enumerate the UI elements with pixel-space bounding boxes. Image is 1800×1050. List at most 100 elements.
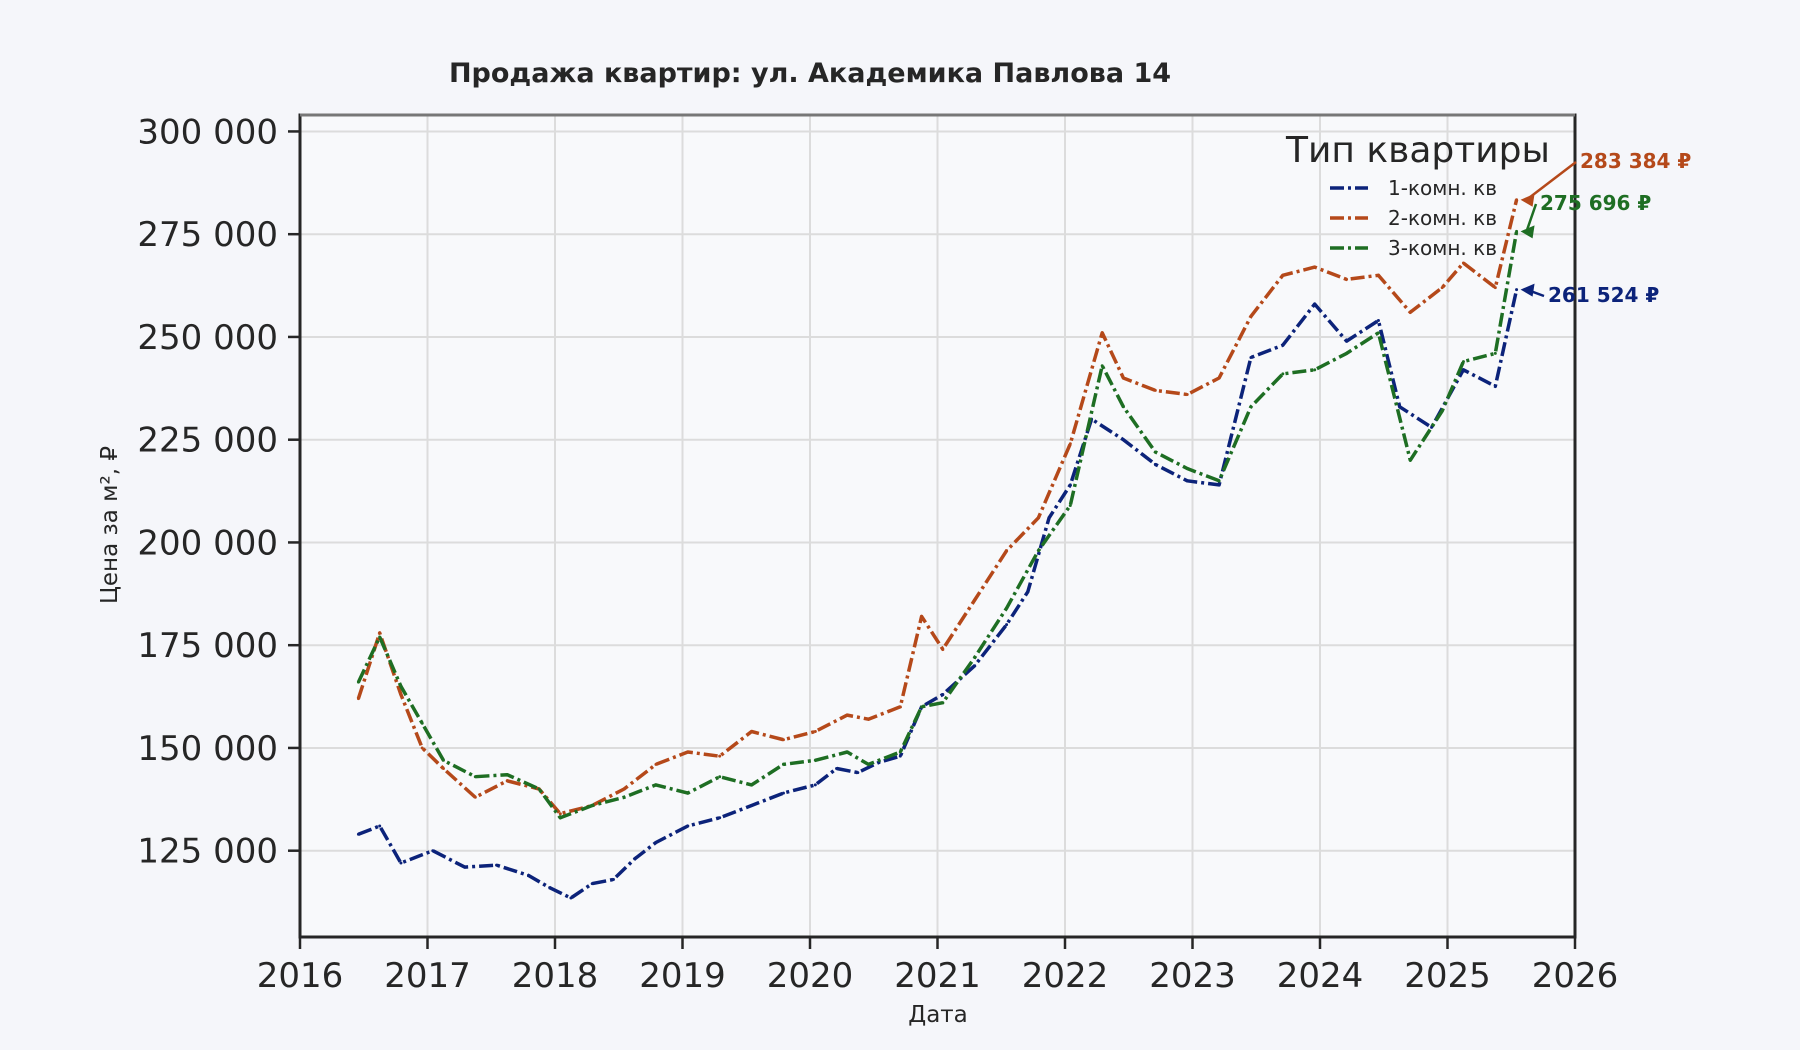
data-point [1249,405,1253,409]
data-point [750,783,754,787]
x-tick-label: 2020 [767,956,854,996]
y-tick-label: 275 000 [137,215,278,255]
y-tick-label: 150 000 [137,729,278,769]
data-point [473,795,477,799]
data-point [1068,483,1072,487]
data-point [1185,392,1189,396]
data-point [1345,351,1349,355]
x-tick-label: 2017 [384,956,471,996]
data-point [1440,286,1444,290]
data-point [1461,360,1465,364]
data-point [718,754,722,758]
data-point [1281,343,1285,347]
data-point [1121,376,1125,380]
data-point [1185,479,1189,483]
data-point [1005,606,1009,610]
legend-label: 3-комн. кв [1388,236,1497,260]
data-point [1005,549,1009,553]
data-point [781,762,785,766]
data-point [654,762,658,766]
data-point [973,598,977,602]
data-point [1036,516,1040,520]
data-point [1515,229,1519,233]
data-point [1153,462,1157,466]
data-point [866,762,870,766]
data-point [920,614,924,618]
data-point [1493,384,1497,388]
data-point [941,693,945,697]
data-point [845,750,849,754]
data-point [686,824,690,828]
data-point [431,849,435,853]
y-axis-label: Цена за м², ₽ [97,446,123,604]
y-tick-label: 125 000 [137,832,278,872]
y-tick-label: 175 000 [137,626,278,666]
data-point [1281,372,1285,376]
data-point [1153,388,1157,392]
data-point [1047,516,1051,520]
data-point [1005,623,1009,627]
data-point [537,787,541,791]
data-point [1345,277,1349,281]
data-point [1068,442,1072,446]
data-point [718,775,722,779]
annotation-arrow [1525,203,1538,232]
data-point [813,783,817,787]
chart-title: Продажа квартир: ул. Академика Павлова 1… [449,58,1171,89]
data-point [1515,198,1519,202]
data-point [441,758,445,762]
data-point [686,791,690,795]
x-tick-label: 2023 [1149,956,1236,996]
data-point [941,701,945,705]
data-point [1249,314,1253,318]
data-point [495,863,499,867]
data-point [1121,405,1125,409]
data-point [1408,458,1412,462]
data-point [1345,339,1349,343]
x-tick-label: 2024 [1277,956,1364,996]
data-point [845,713,849,717]
data-point [1493,351,1497,355]
data-point [866,717,870,721]
data-point [835,766,839,770]
x-axis-label: Дата [908,1002,968,1028]
legend-title: Тип квартиры [1285,130,1550,171]
data-point [1313,265,1317,269]
data-point [898,750,902,754]
legend-label: 1-комн. кв [1388,176,1497,200]
data-point [378,824,382,828]
data-point [590,803,594,807]
data-point [1217,483,1221,487]
data-point [473,775,477,779]
data-point [813,758,817,762]
annotation-label: 275 696 ₽ [1540,191,1651,215]
data-point [558,812,562,816]
data-point [1408,310,1412,314]
data-point [622,795,626,799]
data-point [463,865,467,869]
data-point [920,705,924,709]
annotation-label: 261 524 ₽ [1548,283,1659,307]
annotation-label: 283 384 ₽ [1580,149,1691,173]
y-tick-label: 250 000 [137,318,278,358]
data-point [1313,302,1317,306]
data-point [633,857,637,861]
y-ticks: 125 000 150 000 175 000 200 000 225 000 250 0… [137,112,300,872]
data-point [1281,273,1285,277]
data-point [1100,331,1104,335]
data-point [686,750,690,754]
data-point [1185,466,1189,470]
y-tick-label: 225 000 [137,421,278,461]
data-point [1493,286,1497,290]
data-point [441,766,445,770]
data-point [1100,364,1104,368]
annotation-arrowhead [1520,225,1535,239]
data-point [1440,409,1444,413]
data-point [973,656,977,660]
data-point [898,754,902,758]
data-point [781,791,785,795]
annotations: 283 384 ₽ 275 696 ₽ 261 524 ₽ [1520,149,1691,307]
data-point [781,738,785,742]
x-tick-label: 2016 [257,956,344,996]
data-point [378,631,382,635]
